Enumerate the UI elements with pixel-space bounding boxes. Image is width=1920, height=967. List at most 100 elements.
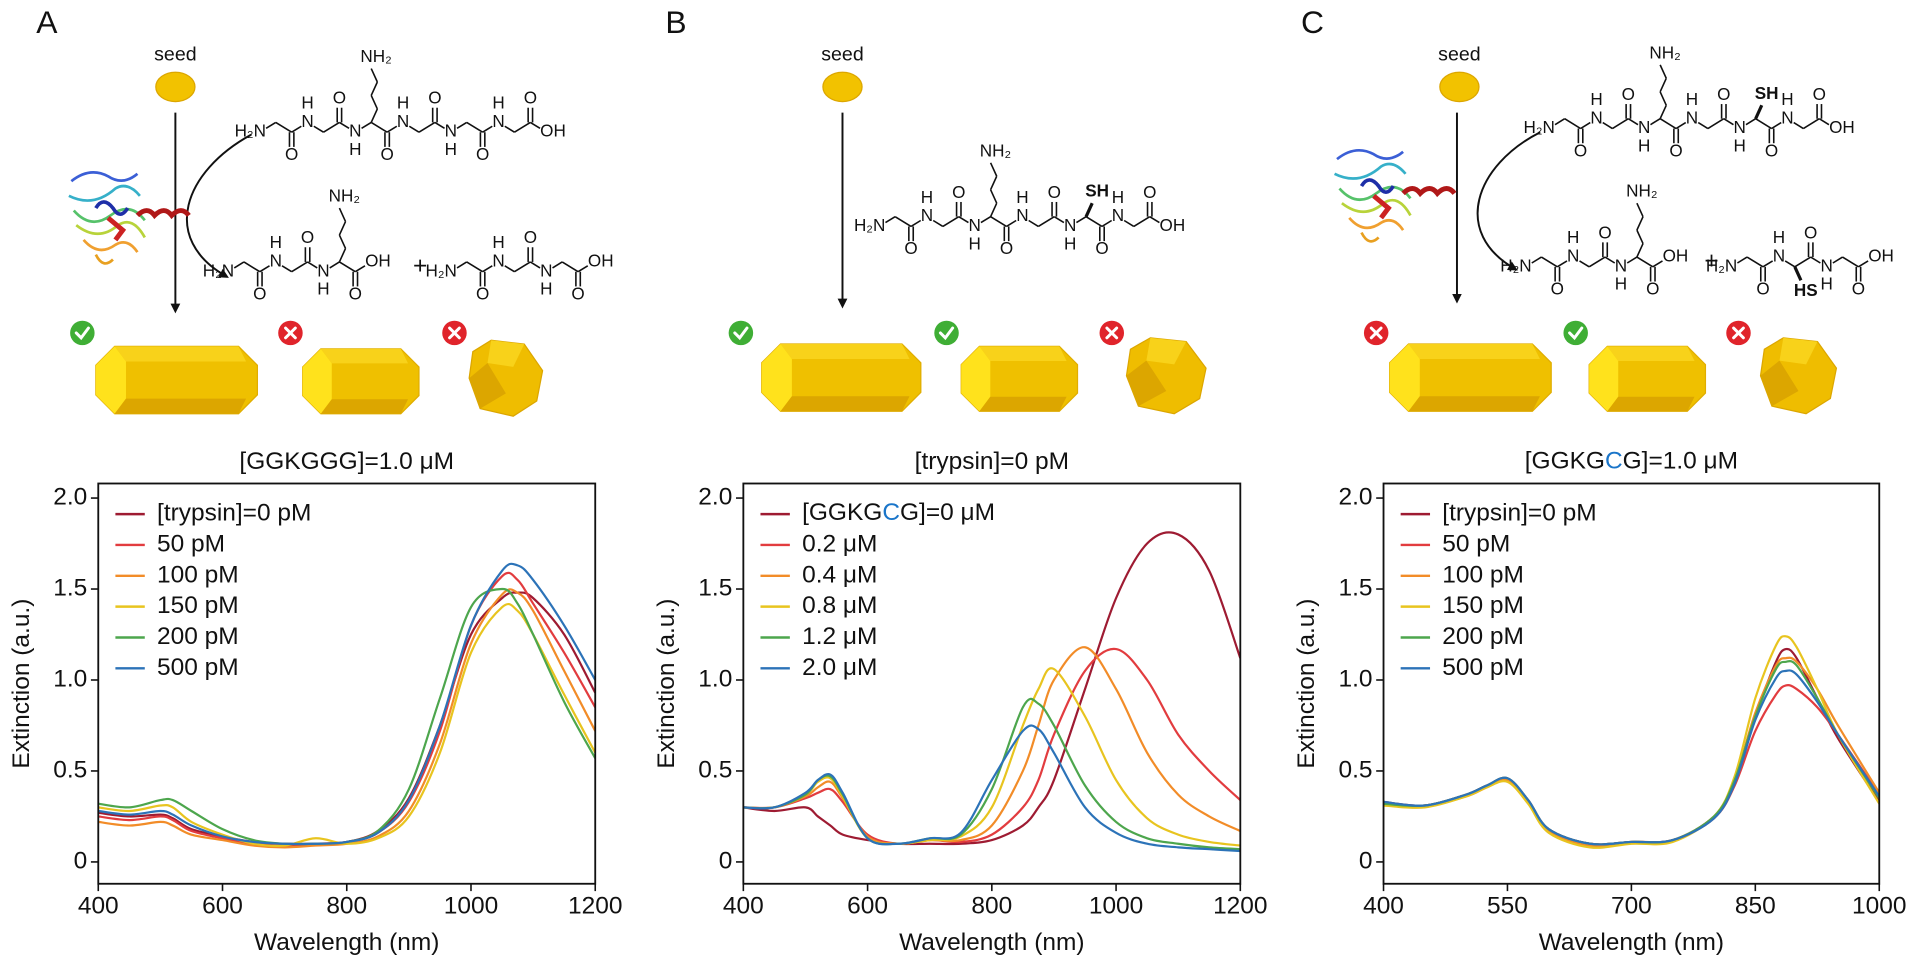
atom-label: N: [969, 215, 981, 235]
x-tick-label: 1000: [1089, 892, 1143, 919]
bond: [1818, 118, 1830, 126]
bond: [370, 95, 379, 110]
nanorod-facet: [979, 346, 1067, 361]
seed-label: seed: [821, 43, 863, 65]
icon-mark: [1568, 326, 1584, 341]
bond: [1101, 219, 1113, 228]
bond: [577, 265, 589, 273]
plus-sign: +: [1704, 247, 1718, 274]
atom-label: OH: [1663, 246, 1689, 266]
nanorod-facet: [320, 348, 409, 364]
atom-label: O: [1756, 279, 1769, 299]
atom-label: H₂N: [1500, 255, 1531, 275]
legend-label: 0.2 μM: [802, 530, 877, 557]
atom-label: N: [1590, 107, 1602, 127]
atom-label: O: [476, 144, 489, 164]
legend-label: 200 pM: [1442, 623, 1524, 650]
atom-label: H: [1590, 89, 1602, 109]
atom-label: N: [1773, 246, 1785, 266]
bond: [386, 125, 398, 133]
bond: [1627, 118, 1639, 126]
y-tick-label: 0: [719, 847, 733, 874]
bond: [990, 215, 1007, 228]
atom-label: OH: [1829, 117, 1855, 137]
bond: [885, 215, 896, 224]
atom-label: SH: [1755, 83, 1779, 103]
nanoparticle-facet: [487, 340, 525, 367]
data-line: [1383, 659, 1880, 846]
nanorod-shade: [1607, 396, 1695, 412]
atom-label: N: [921, 205, 933, 225]
atom-label: O: [1622, 84, 1635, 104]
atom-label: N: [301, 111, 313, 131]
bond: [514, 121, 531, 133]
atom-label: H: [1615, 274, 1627, 294]
bond: [1636, 216, 1644, 231]
bond: [313, 125, 324, 133]
bond: [1604, 256, 1616, 264]
bond: [1084, 202, 1094, 218]
y-tick-label: 2.0: [1338, 484, 1372, 511]
bond: [259, 265, 270, 273]
nanoparticle-facet: [1779, 337, 1818, 365]
nanorod-cap: [1389, 343, 1420, 412]
bond: [1762, 260, 1774, 268]
legend-label: 500 pM: [1442, 654, 1524, 681]
nanorod-shade: [780, 396, 910, 412]
x-tick-label: 600: [202, 892, 243, 919]
bond: [338, 121, 350, 130]
atom-label: O: [349, 284, 362, 304]
icon-mark: [284, 326, 297, 340]
atom-label: N: [1112, 205, 1124, 225]
panel-label: C: [1301, 4, 1324, 40]
legend-label: [GGKGCG]=0 μM: [802, 500, 995, 527]
seed-label: seed: [1438, 43, 1480, 65]
bond: [1745, 118, 1757, 126]
bond: [1659, 91, 1668, 106]
bond: [370, 121, 388, 133]
y-tick-label: 2.0: [53, 484, 87, 511]
bond: [482, 265, 493, 273]
nanoparticle-facet: [1126, 360, 1167, 407]
panel-label: B: [665, 4, 686, 40]
atom-label: H: [1734, 135, 1746, 155]
bond: [338, 234, 347, 249]
atom-label: O: [571, 284, 584, 304]
data-line: [743, 531, 1241, 846]
atom-label: OH: [540, 121, 566, 141]
nanoparticle-facet: [1146, 337, 1187, 365]
plot-frame: [1382, 482, 1881, 885]
atom-label: OH: [365, 250, 391, 270]
bond: [434, 121, 445, 130]
data-line: [743, 667, 1241, 847]
atom-label: H₂N: [854, 215, 885, 235]
x-tick-label: 1200: [568, 892, 622, 919]
x-tick-label: 800: [326, 892, 367, 919]
bond: [338, 221, 347, 236]
y-tick-label: 1.5: [698, 574, 732, 601]
data-line: [98, 603, 596, 848]
bond: [1133, 215, 1151, 228]
bond: [1746, 256, 1764, 268]
legend-label: 150 pM: [157, 592, 239, 619]
atom-label: O: [1574, 140, 1587, 160]
seed-label: seed: [154, 43, 196, 65]
atom-label: NH₂: [360, 46, 391, 66]
seed: [1439, 71, 1480, 103]
y-tick-label: 2.0: [698, 484, 732, 511]
icon-mark: [74, 326, 90, 341]
atom-label: H₂N: [426, 260, 457, 280]
atom-label: H: [1781, 89, 1793, 109]
bond: [1659, 118, 1677, 130]
atom-label: O: [1717, 84, 1730, 104]
check-icon: [728, 320, 754, 346]
data-line: [743, 647, 1241, 845]
atom-label: N: [349, 121, 361, 141]
atom-label: H: [270, 232, 282, 252]
legend-label: 0.4 μM: [802, 561, 877, 588]
bond: [504, 125, 515, 133]
atom-label: O: [380, 144, 393, 164]
atom-label: O: [1551, 279, 1564, 299]
icon-mark: [448, 326, 461, 340]
nanorod-cap: [761, 343, 792, 412]
